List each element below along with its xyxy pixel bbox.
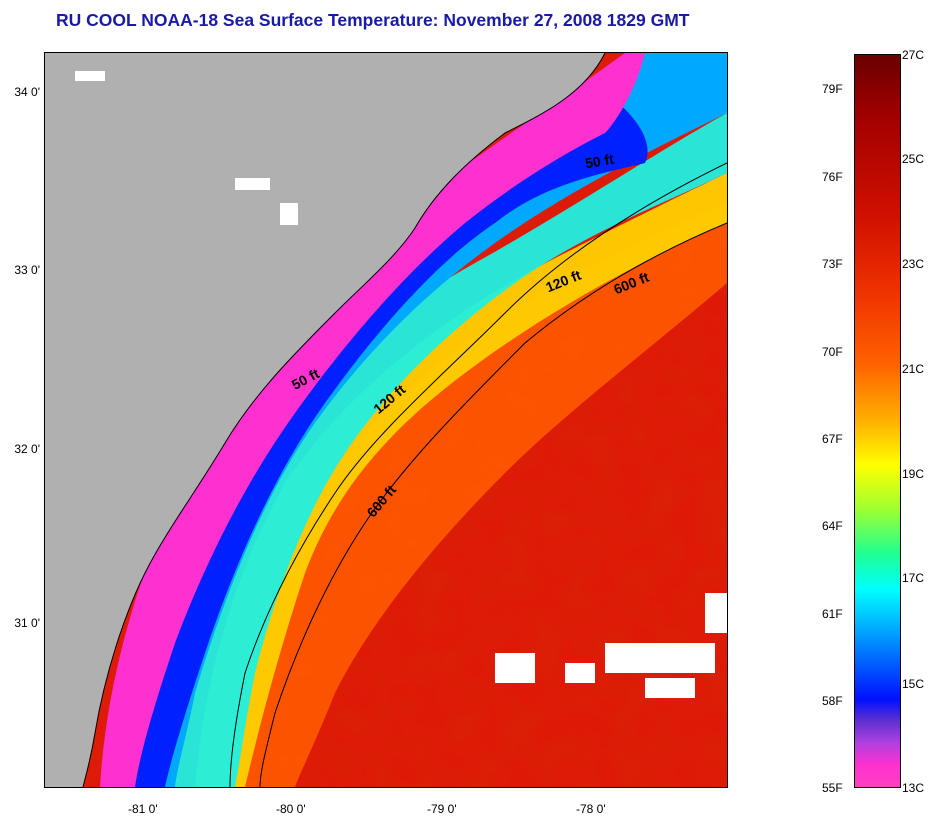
colorbar-c-13: 13C xyxy=(902,781,925,795)
lat-label-34: 34 0' xyxy=(14,85,40,99)
colorbar-f-70: 70F xyxy=(822,345,843,359)
colorbar-c-17: 17C xyxy=(902,571,925,585)
colorbar-c-15: 15C xyxy=(902,677,925,691)
sst-map[interactable]: 50 ft 120 ft 600 ft 50 ft 120 ft 600 ft xyxy=(44,52,728,788)
colorbar-c-25: 25C xyxy=(902,152,925,166)
colorbar-c-27: 27C xyxy=(902,48,925,62)
colorbar-f-79: 79F xyxy=(822,82,843,96)
colorbar-f-76: 76F xyxy=(822,170,843,184)
page-title: RU COOL NOAA-18 Sea Surface Temperature:… xyxy=(56,10,690,30)
colorbar-c-21: 21C xyxy=(902,362,925,376)
colorbar-f-58: 58F xyxy=(822,694,843,708)
sst-map-canvas xyxy=(45,53,727,787)
colorbar-f-67: 67F xyxy=(822,432,843,446)
lat-label-31: 31 0' xyxy=(14,616,40,630)
colorbar-f-73: 73F xyxy=(822,257,843,271)
lon-label-80: -80 0' xyxy=(276,802,306,816)
colorbar-c-19: 19C xyxy=(902,467,925,481)
temperature-colorbar xyxy=(854,54,901,788)
lon-label-78: -78 0' xyxy=(576,802,606,816)
lat-label-33: 33 0' xyxy=(14,263,40,277)
colorbar-c-23: 23C xyxy=(902,257,925,271)
colorbar-f-61: 61F xyxy=(822,607,843,621)
colorbar-f-55: 55F xyxy=(822,781,843,795)
colorbar-f-64: 64F xyxy=(822,519,843,533)
lon-label-81: -81 0' xyxy=(128,802,158,816)
lat-label-32: 32 0' xyxy=(14,442,40,456)
lon-label-79: -79 0' xyxy=(427,802,457,816)
